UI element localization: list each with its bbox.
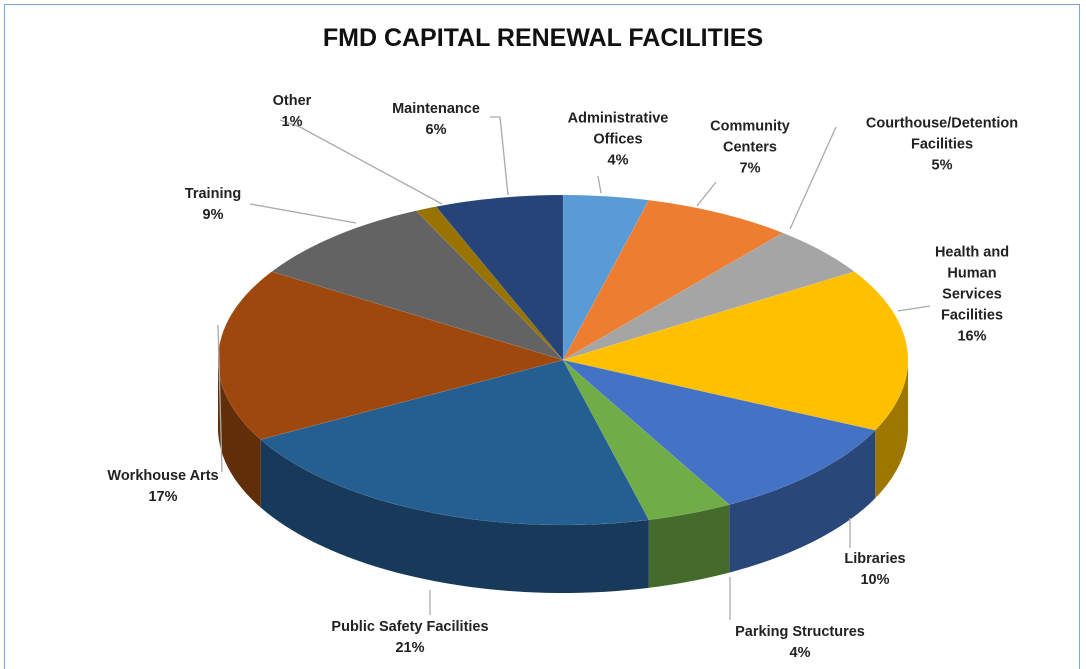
data-label: Courthouse/Detention Facilities 5%: [842, 114, 1042, 177]
value-label: 4%: [789, 645, 811, 661]
data-label: Community Centers 7%: [700, 117, 800, 180]
value-label: 16%: [957, 328, 987, 345]
pie-sides: [218, 360, 908, 593]
slice: [435, 194, 564, 361]
leader-line: [597, 175, 602, 194]
slice-side: [218, 360, 261, 508]
value-label: 17%: [148, 489, 178, 505]
category-label: Public Safety Facilities: [331, 619, 489, 635]
leader-line: [897, 305, 931, 312]
value-label: 21%: [395, 640, 425, 656]
slice: [271, 210, 564, 361]
slice: [562, 359, 876, 505]
leader-line: [696, 181, 717, 207]
data-label: Administrative Offices 4%: [553, 109, 683, 172]
leader-line: [789, 126, 837, 230]
value-label: 6%: [425, 122, 447, 138]
category-label: Maintenance: [392, 101, 480, 117]
slice-side: [729, 430, 876, 573]
data-label: Public Safety Facilities 21%: [300, 617, 520, 659]
value-label: 9%: [202, 207, 224, 223]
category-label: Other: [272, 93, 312, 109]
category-label: Courthouse/Detention Facilities: [865, 115, 1019, 153]
data-label: Workhouse Arts 17%: [83, 466, 243, 508]
category-label: Training: [184, 186, 242, 202]
slice: [562, 271, 909, 431]
slice: [562, 194, 650, 361]
category-label: Community Centers: [710, 118, 790, 156]
pie: [217, 194, 909, 593]
data-label: Other 1%: [262, 91, 322, 133]
category-label: Health and Human Services Facilities: [934, 244, 1010, 324]
slice: [562, 359, 730, 521]
leader-lines: [217, 116, 931, 620]
data-label: Parking Structures 4%: [700, 622, 900, 664]
value-label: 4%: [607, 152, 629, 169]
leader-line: [217, 324, 223, 473]
category-label: Administrative Offices: [567, 110, 669, 148]
slice-side: [260, 439, 649, 593]
category-label: Workhouse Arts: [107, 468, 219, 484]
value-label: 10%: [860, 572, 890, 588]
category-label: Libraries: [844, 551, 906, 567]
value-label: 5%: [931, 157, 953, 174]
leader-line: [490, 116, 509, 196]
slice: [562, 232, 855, 361]
category-label: Parking Structures: [735, 624, 865, 640]
value-label: 7%: [739, 160, 761, 177]
slice: [562, 199, 784, 361]
slice-side: [875, 360, 908, 499]
leader-line: [249, 203, 357, 224]
slice-side: [648, 504, 730, 588]
chart-title: FMD CAPITAL RENEWAL FACILITIES: [322, 24, 764, 52]
slice: [260, 359, 650, 526]
value-label: 1%: [281, 114, 303, 130]
leader-line: [279, 119, 443, 205]
data-label: Libraries 10%: [825, 549, 925, 591]
data-label: Maintenance 6%: [376, 99, 496, 141]
data-label: Training 9%: [173, 184, 253, 226]
data-label: Health and Human Services Facilities 16%: [930, 243, 1014, 348]
chart-frame: [4, 4, 1080, 669]
